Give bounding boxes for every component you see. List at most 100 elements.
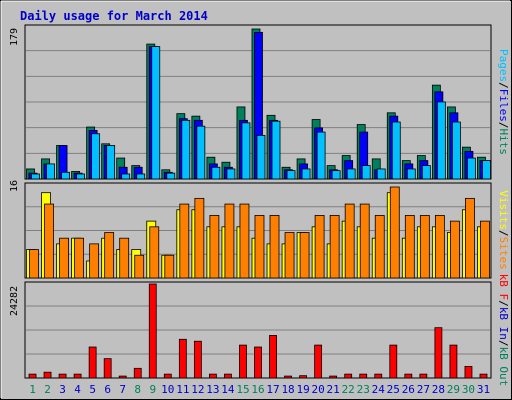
bar-kb-f-day-22 <box>344 373 353 379</box>
legend-entry: / <box>497 300 510 307</box>
legend-entry: kB In <box>497 307 510 340</box>
x-tick-label: 4 <box>74 383 81 396</box>
bar-pages-day-19 <box>301 168 311 180</box>
bar-kb-f-day-17 <box>269 335 277 379</box>
bar-pages-day-13 <box>211 166 221 180</box>
bar-kb-f-day-6 <box>103 358 112 379</box>
bar-sites-day-6 <box>104 232 115 279</box>
bar-sites-day-31 <box>480 220 490 279</box>
x-tick-label: 9 <box>149 383 156 396</box>
x-tick-label: 7 <box>119 383 126 396</box>
x-tick-label: 19 <box>296 383 309 396</box>
legend-entry: / <box>497 230 510 237</box>
bar-sites-day-4 <box>74 237 84 279</box>
x-tick-label: 3 <box>59 383 66 396</box>
bar-pages-day-31 <box>482 160 491 180</box>
bar-pages-day-25 <box>391 121 401 180</box>
bar-pages-day-9 <box>151 46 161 180</box>
legend-entry: Pages <box>497 49 510 82</box>
chart-title: Daily usage for March 2014 <box>20 9 208 23</box>
bar-pages-day-26 <box>406 168 416 180</box>
bar-sites-day-14 <box>224 203 235 279</box>
bar-kb-f-day-27 <box>419 373 428 379</box>
bar-pages-day-27 <box>421 165 431 180</box>
bar-kb-f-day-9 <box>148 283 157 379</box>
bar-kb-f-day-16 <box>254 346 262 379</box>
bar-kb-f-day-2 <box>43 371 52 379</box>
bar-kb-f-day-10 <box>163 373 172 379</box>
bar-kb-f-day-7 <box>118 375 127 379</box>
x-tick-label: 31 <box>477 383 490 396</box>
bar-sites-day-21 <box>329 215 340 279</box>
x-tick-label: 22 <box>342 383 355 396</box>
x-tick-label: 17 <box>266 383 279 396</box>
legend-middle: Visits/Sites <box>497 190 510 270</box>
legend-entry: kB F <box>497 274 510 301</box>
bar-pages-day-12 <box>196 125 206 180</box>
bar-kb-f-day-20 <box>314 344 323 379</box>
bar-kb-f-day-11 <box>178 338 187 379</box>
bar-kb-f-day-15 <box>239 344 247 379</box>
bar-sites-day-9 <box>149 226 160 279</box>
legend-entry: Hits <box>497 129 510 156</box>
bar-sites-day-8 <box>134 254 145 279</box>
x-tick-label: 11 <box>176 383 189 396</box>
bar-pages-day-20 <box>316 131 326 180</box>
x-tick-label: 2 <box>44 383 51 396</box>
x-tick-label: 16 <box>251 383 264 396</box>
legend-entry: / <box>497 82 510 89</box>
bar-sites-day-26 <box>404 215 415 279</box>
x-tick-label: 23 <box>357 383 370 396</box>
bar-pages-day-4 <box>76 173 85 180</box>
bars <box>26 28 491 379</box>
bar-sites-day-29 <box>450 220 460 279</box>
legend-entry: Files <box>497 89 510 122</box>
bar-sites-day-28 <box>434 215 445 279</box>
bar-sites-day-22 <box>344 203 355 279</box>
bar-pages-day-28 <box>436 101 446 180</box>
bar-kb-f-day-26 <box>404 373 413 379</box>
bar-sites-day-5 <box>89 243 100 279</box>
y-scale-top: 179 <box>9 28 20 46</box>
bar-pages-day-15 <box>241 122 251 180</box>
bar-sites-day-19 <box>299 232 310 279</box>
bar-sites-day-13 <box>209 215 220 279</box>
bar-pages-day-24 <box>376 168 386 180</box>
x-tick-label: 15 <box>236 383 249 396</box>
bar-sites-day-12 <box>194 197 205 279</box>
x-tick-label: 20 <box>312 383 325 396</box>
bar-pages-day-21 <box>331 170 341 180</box>
bar-pages-day-16 <box>256 135 266 180</box>
x-tick-label: 27 <box>417 383 430 396</box>
bar-kb-f-day-13 <box>209 373 217 379</box>
bar-sites-day-10 <box>164 254 175 279</box>
y-scale-labels: 179 16 24282 <box>9 28 20 316</box>
bar-pages-day-7 <box>121 173 131 180</box>
bar-sites-day-7 <box>119 237 130 279</box>
bar-pages-day-3 <box>61 171 70 180</box>
y-scale-bottom: 24282 <box>9 286 20 316</box>
bar-sites-day-27 <box>419 215 430 279</box>
bar-sites-day-30 <box>465 197 475 279</box>
bar-sites-day-25 <box>389 186 400 279</box>
bar-kb-f-day-3 <box>58 373 67 379</box>
bar-kb-f-day-29 <box>449 344 458 379</box>
bar-kb-f-day-24 <box>374 373 383 379</box>
x-tick-label: 28 <box>432 383 445 396</box>
bar-kb-f-day-30 <box>464 365 473 379</box>
bar-pages-day-18 <box>286 170 296 180</box>
x-tick-label: 24 <box>372 383 386 396</box>
bar-pages-day-2 <box>46 163 55 180</box>
bar-kb-f-day-19 <box>299 375 307 379</box>
x-axis-labels: 1 2 3 4 5 6 7 8 9 10 11 12 13 14 15 16 17 18 19 20 21 22 23 24 2… <box>29 383 490 396</box>
bar-kb-f-day-12 <box>193 340 202 379</box>
bar-pages-day-30 <box>467 157 476 180</box>
x-tick-label: 14 <box>221 383 235 396</box>
bar-kb-f-day-23 <box>359 373 368 379</box>
legend-top: Pages/Files/Hits <box>497 49 510 155</box>
x-tick-label: 18 <box>281 383 294 396</box>
bar-pages-day-11 <box>181 119 191 180</box>
bar-sites-day-18 <box>284 232 295 279</box>
